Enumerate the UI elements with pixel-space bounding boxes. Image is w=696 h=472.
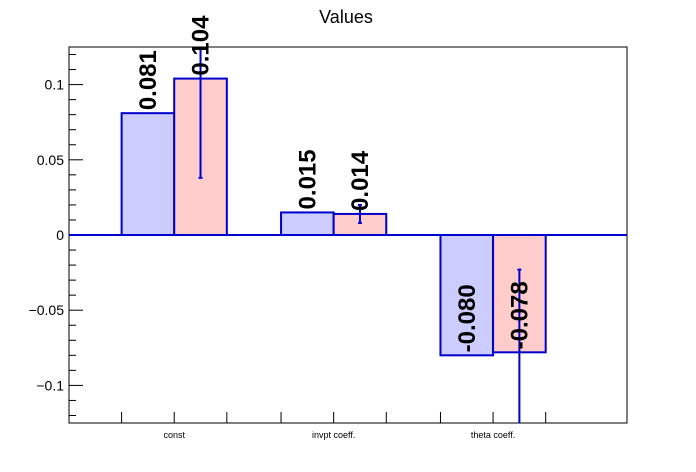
data-label: -0.080 (454, 284, 481, 352)
data-label: 0.015 (294, 149, 321, 209)
x-category-label: invpt coeff. (312, 430, 355, 440)
data-label: -0.078 (506, 281, 533, 349)
y-tick-label: 0.05 (37, 152, 64, 168)
y-tick-label: −0.05 (29, 302, 65, 318)
chart-title: Values (319, 7, 373, 27)
plot-area: −0.1 −0.05 0 0.05 0.1 0.081 0.015 -0.080 0.104 0.… (29, 15, 628, 440)
y-tick-label: 0 (56, 227, 64, 243)
y-tick-label: −0.1 (36, 377, 64, 393)
data-label: 0.081 (135, 50, 162, 110)
bar-a-0 (120, 112, 176, 236)
y-tick-label: 0.1 (45, 77, 65, 93)
x-category-label: theta coeff. (471, 430, 515, 440)
bar-a-1 (280, 211, 335, 237)
data-label: 0.104 (188, 15, 215, 76)
data-label: 0.014 (347, 150, 374, 211)
x-category-label: const (163, 430, 185, 440)
